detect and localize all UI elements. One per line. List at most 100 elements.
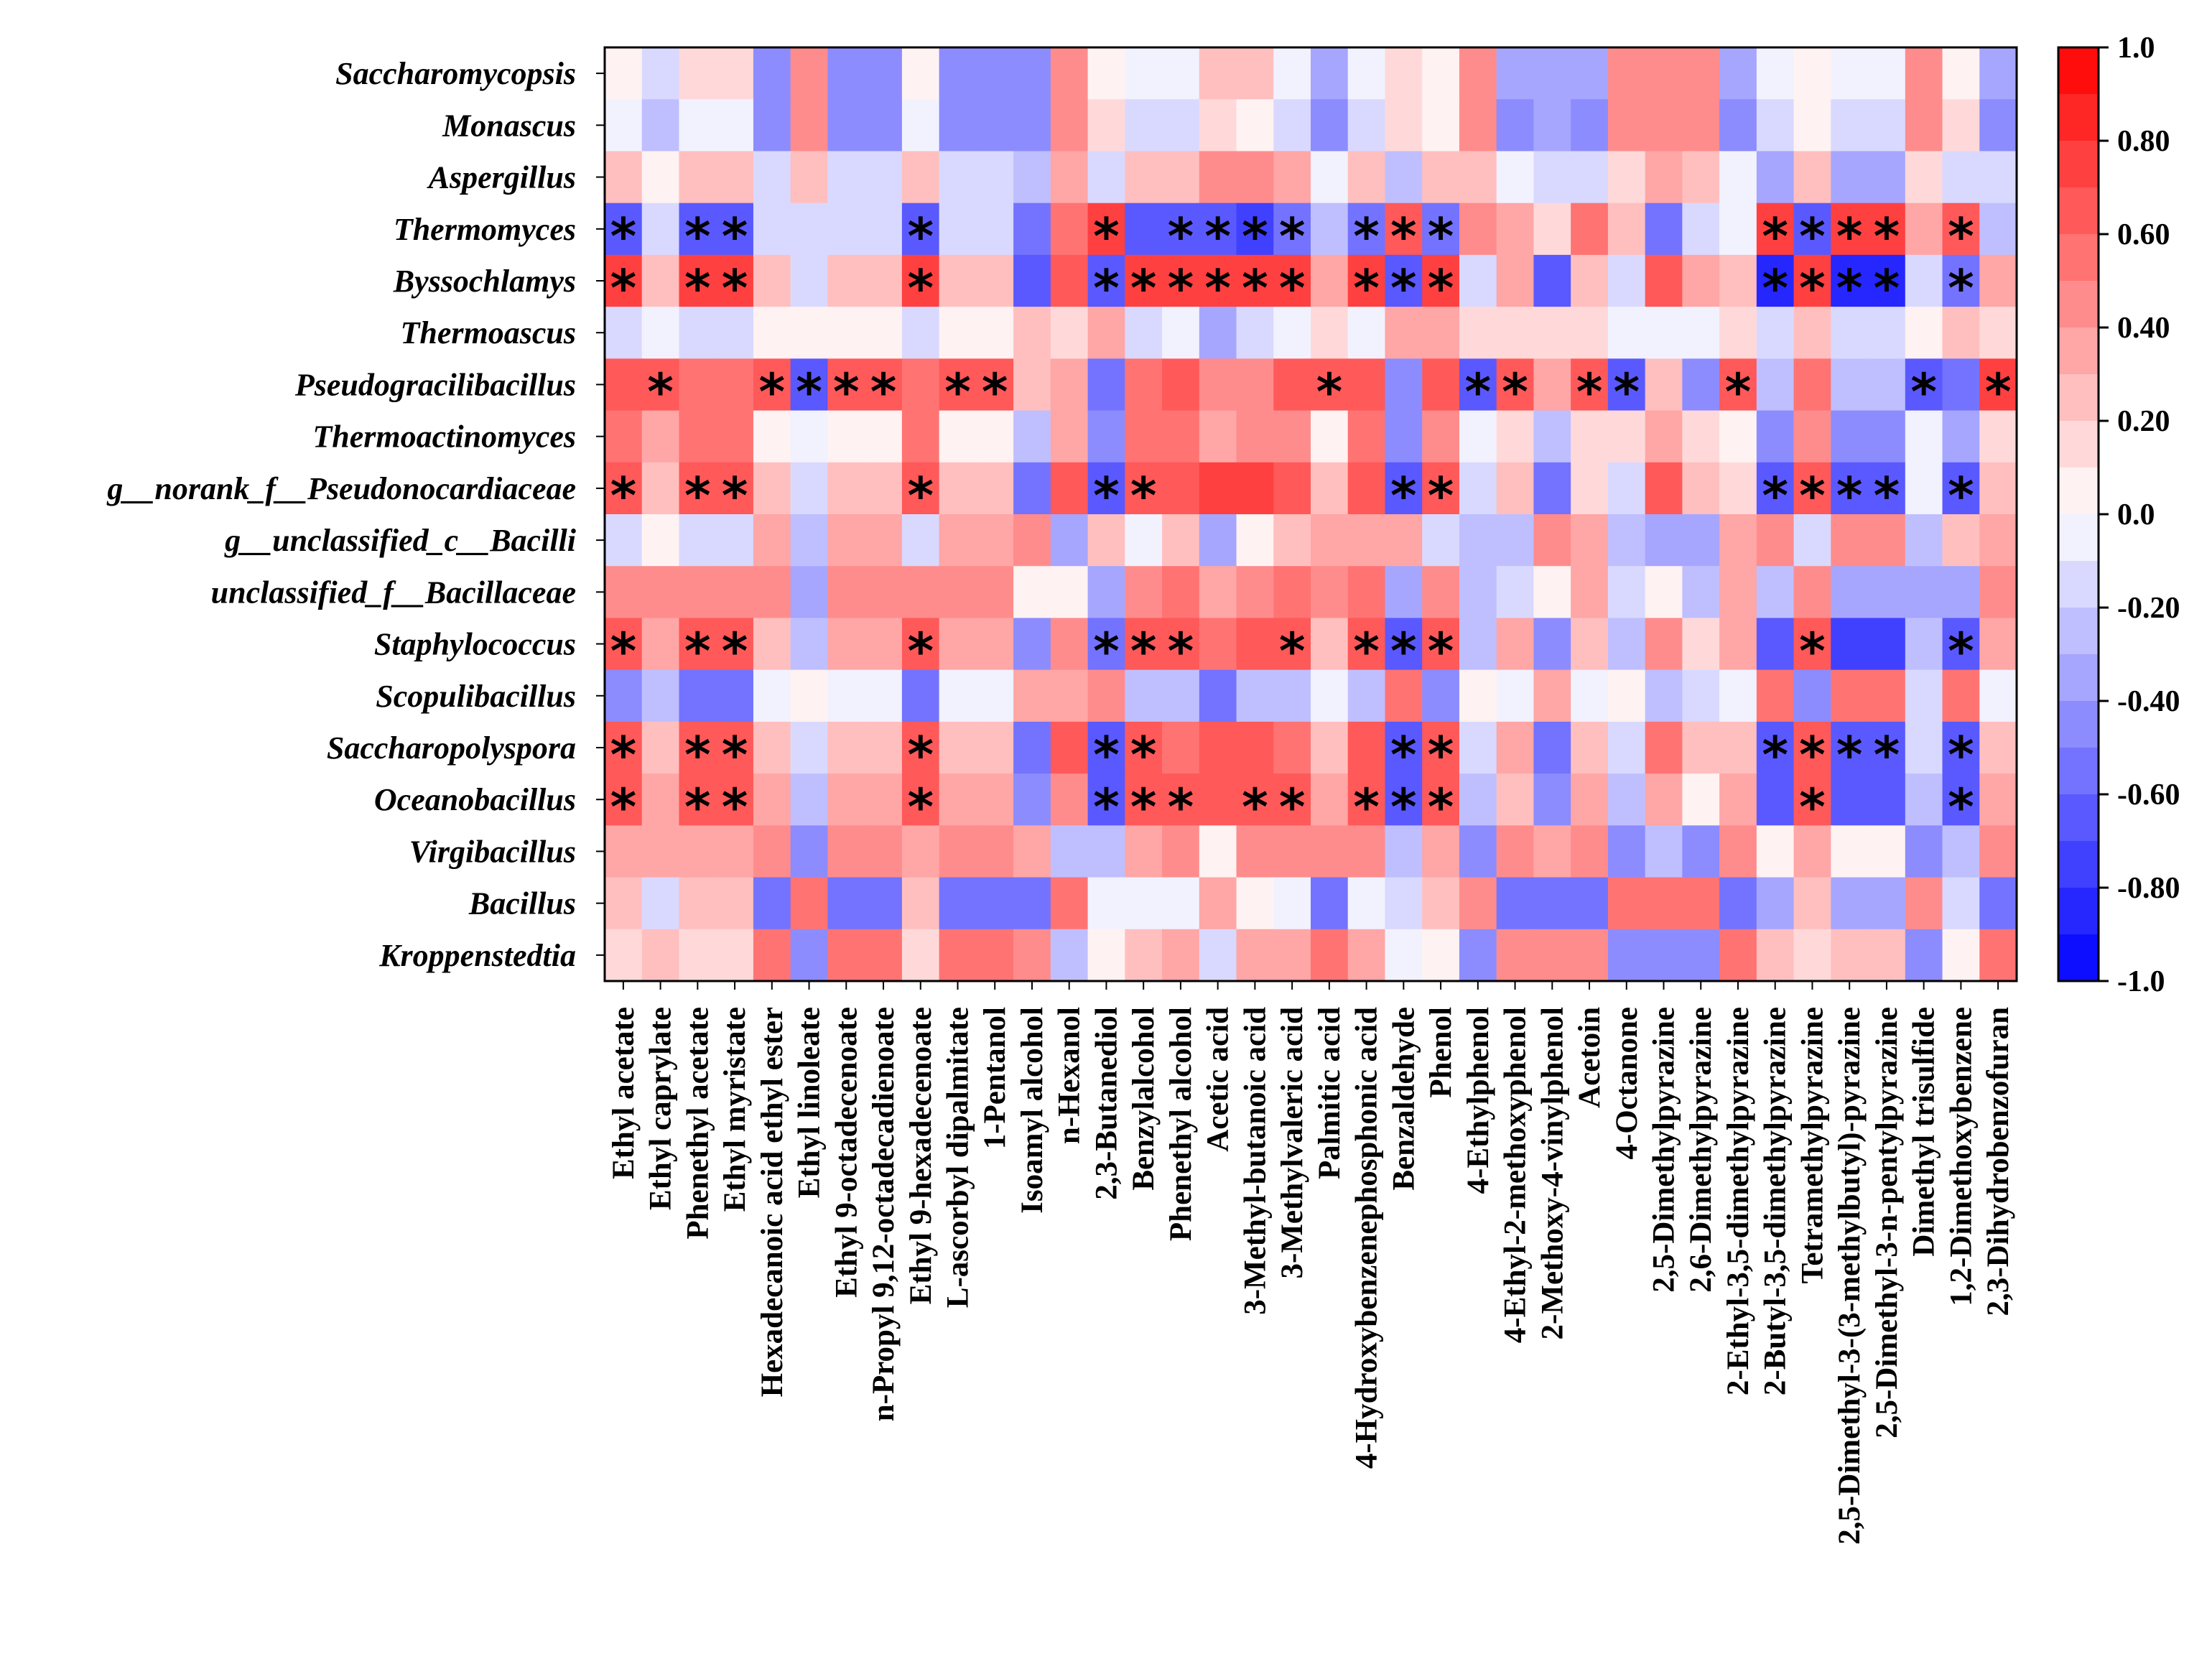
heatmap-cell bbox=[1236, 151, 1274, 204]
heatmap-cell bbox=[790, 462, 829, 515]
heatmap-cell bbox=[1385, 47, 1423, 100]
heatmap-cell bbox=[939, 203, 977, 256]
heatmap-cell bbox=[1459, 566, 1497, 619]
heatmap-cell bbox=[976, 825, 1014, 878]
heatmap-cell bbox=[753, 99, 791, 152]
heatmap-cell bbox=[1273, 47, 1311, 100]
heatmap-cell bbox=[1459, 669, 1497, 722]
heatmap-cell bbox=[790, 514, 829, 567]
colorbar-swatch bbox=[2058, 94, 2099, 141]
heatmap-cell bbox=[1459, 47, 1497, 100]
significance-star: * bbox=[1502, 363, 1528, 422]
column-label: 2,5-Dimethyl-3-n-pentylpyrazine bbox=[1870, 1007, 1904, 1439]
significance-star: * bbox=[1279, 622, 1306, 681]
heatmap-cell bbox=[1831, 254, 1869, 307]
heatmap-cell bbox=[1645, 203, 1683, 256]
heatmap-cell bbox=[1385, 618, 1423, 671]
row-label: Thermoascus bbox=[401, 315, 576, 350]
heatmap-cell bbox=[1199, 254, 1237, 307]
significance-star: * bbox=[1428, 207, 1454, 266]
heatmap-cell bbox=[1979, 462, 2017, 515]
heatmap-cell bbox=[1571, 410, 1609, 463]
significance-star: * bbox=[907, 259, 934, 318]
heatmap-cell bbox=[865, 462, 903, 515]
heatmap-cell bbox=[1831, 825, 1869, 878]
heatmap-cell bbox=[1645, 358, 1683, 412]
heatmap-cell bbox=[1311, 773, 1349, 826]
significance-star: * bbox=[722, 726, 748, 785]
heatmap-cell bbox=[679, 358, 717, 412]
heatmap-cell bbox=[1496, 151, 1535, 204]
heatmap-cell bbox=[901, 514, 940, 567]
heatmap-cell bbox=[1311, 307, 1349, 359]
row-label: g__unclassified_c__Bacilli bbox=[224, 523, 577, 558]
heatmap-cell bbox=[641, 358, 680, 412]
heatmap-cell bbox=[1868, 254, 1906, 307]
colorbar: 1.0 0.80 0.60 0.40 0.20 0.0 -0.20 -0.40 -0.60 -0.… bbox=[2057, 32, 2180, 998]
heatmap-cell bbox=[1496, 203, 1535, 256]
heatmap-cell bbox=[1311, 203, 1349, 256]
heatmap-cell bbox=[1347, 47, 1386, 100]
heatmap-cell bbox=[1645, 773, 1683, 826]
heatmap-cell bbox=[1607, 825, 1646, 878]
heatmap-cell bbox=[1868, 929, 1906, 982]
column-label: 2,6-Dimethylpyrazine bbox=[1684, 1007, 1718, 1293]
heatmap-cell bbox=[1682, 877, 1720, 930]
heatmap-cell bbox=[1385, 203, 1423, 256]
heatmap-cell bbox=[827, 929, 865, 982]
heatmap-cell bbox=[1125, 825, 1163, 878]
row-labels: Saccharomycopsis Monascus Aspergillus Therm… bbox=[106, 56, 605, 973]
heatmap-cell bbox=[1273, 514, 1311, 567]
heatmap-cell bbox=[939, 929, 977, 982]
heatmap-cell bbox=[753, 929, 791, 982]
heatmap-cell bbox=[1979, 410, 2017, 463]
heatmap-cell bbox=[1756, 358, 1795, 412]
heatmap-cell bbox=[1125, 514, 1163, 567]
column-label: 4-Octanone bbox=[1610, 1007, 1644, 1160]
significance-star: * bbox=[1242, 207, 1268, 266]
heatmap-cell bbox=[641, 307, 680, 359]
heatmap-cell bbox=[753, 721, 791, 774]
heatmap-cell bbox=[1719, 929, 1757, 982]
heatmap-cell bbox=[1496, 358, 1535, 412]
heatmap-cell bbox=[939, 358, 977, 412]
heatmap-cell bbox=[753, 618, 791, 671]
colorbar-swatch bbox=[2058, 701, 2099, 748]
heatmap-cell bbox=[1162, 462, 1200, 515]
heatmap-cell bbox=[976, 307, 1014, 359]
column-label: n-Propyl 9,12-octadecadienoate bbox=[867, 1007, 901, 1421]
heatmap-cell bbox=[1793, 47, 1831, 100]
heatmap-cell bbox=[1682, 514, 1720, 567]
heatmap-cell bbox=[1682, 47, 1720, 100]
heatmap-cell bbox=[901, 47, 940, 100]
heatmap-cell bbox=[1087, 99, 1125, 152]
significance-star: * bbox=[1093, 726, 1120, 785]
heatmap-cell bbox=[1199, 566, 1237, 619]
heatmap-cell bbox=[1571, 514, 1609, 567]
heatmap-cell bbox=[679, 254, 717, 307]
significance-star: * bbox=[1836, 207, 1863, 266]
heatmap-cell bbox=[901, 254, 940, 307]
heatmap-cell bbox=[1496, 877, 1535, 930]
heatmap-cell bbox=[1347, 99, 1386, 152]
heatmap-cell bbox=[1607, 514, 1646, 567]
heatmap-cell bbox=[1496, 566, 1535, 619]
heatmap-cell bbox=[1868, 618, 1906, 671]
column-label: Ethyl 9-octadecenoate bbox=[830, 1007, 863, 1298]
column-label: Ethyl caprylate bbox=[644, 1007, 678, 1210]
colorbar-swatch bbox=[2058, 47, 2099, 95]
heatmap-cell bbox=[1050, 566, 1089, 619]
significance-star: * bbox=[684, 726, 711, 785]
heatmap-cell bbox=[1273, 566, 1311, 619]
heatmap-cell bbox=[939, 669, 977, 722]
heatmap-cell bbox=[1756, 514, 1795, 567]
heatmap-cell bbox=[976, 47, 1014, 100]
heatmap-cell bbox=[1719, 203, 1757, 256]
heatmap-cell bbox=[865, 721, 903, 774]
heatmap-cell bbox=[1793, 669, 1831, 722]
heatmap-cell bbox=[1385, 877, 1423, 930]
heatmap-cell bbox=[605, 410, 643, 463]
colorbar-swatch bbox=[2058, 888, 2099, 935]
heatmap-cell bbox=[1533, 514, 1571, 567]
heatmap-cell bbox=[827, 462, 865, 515]
